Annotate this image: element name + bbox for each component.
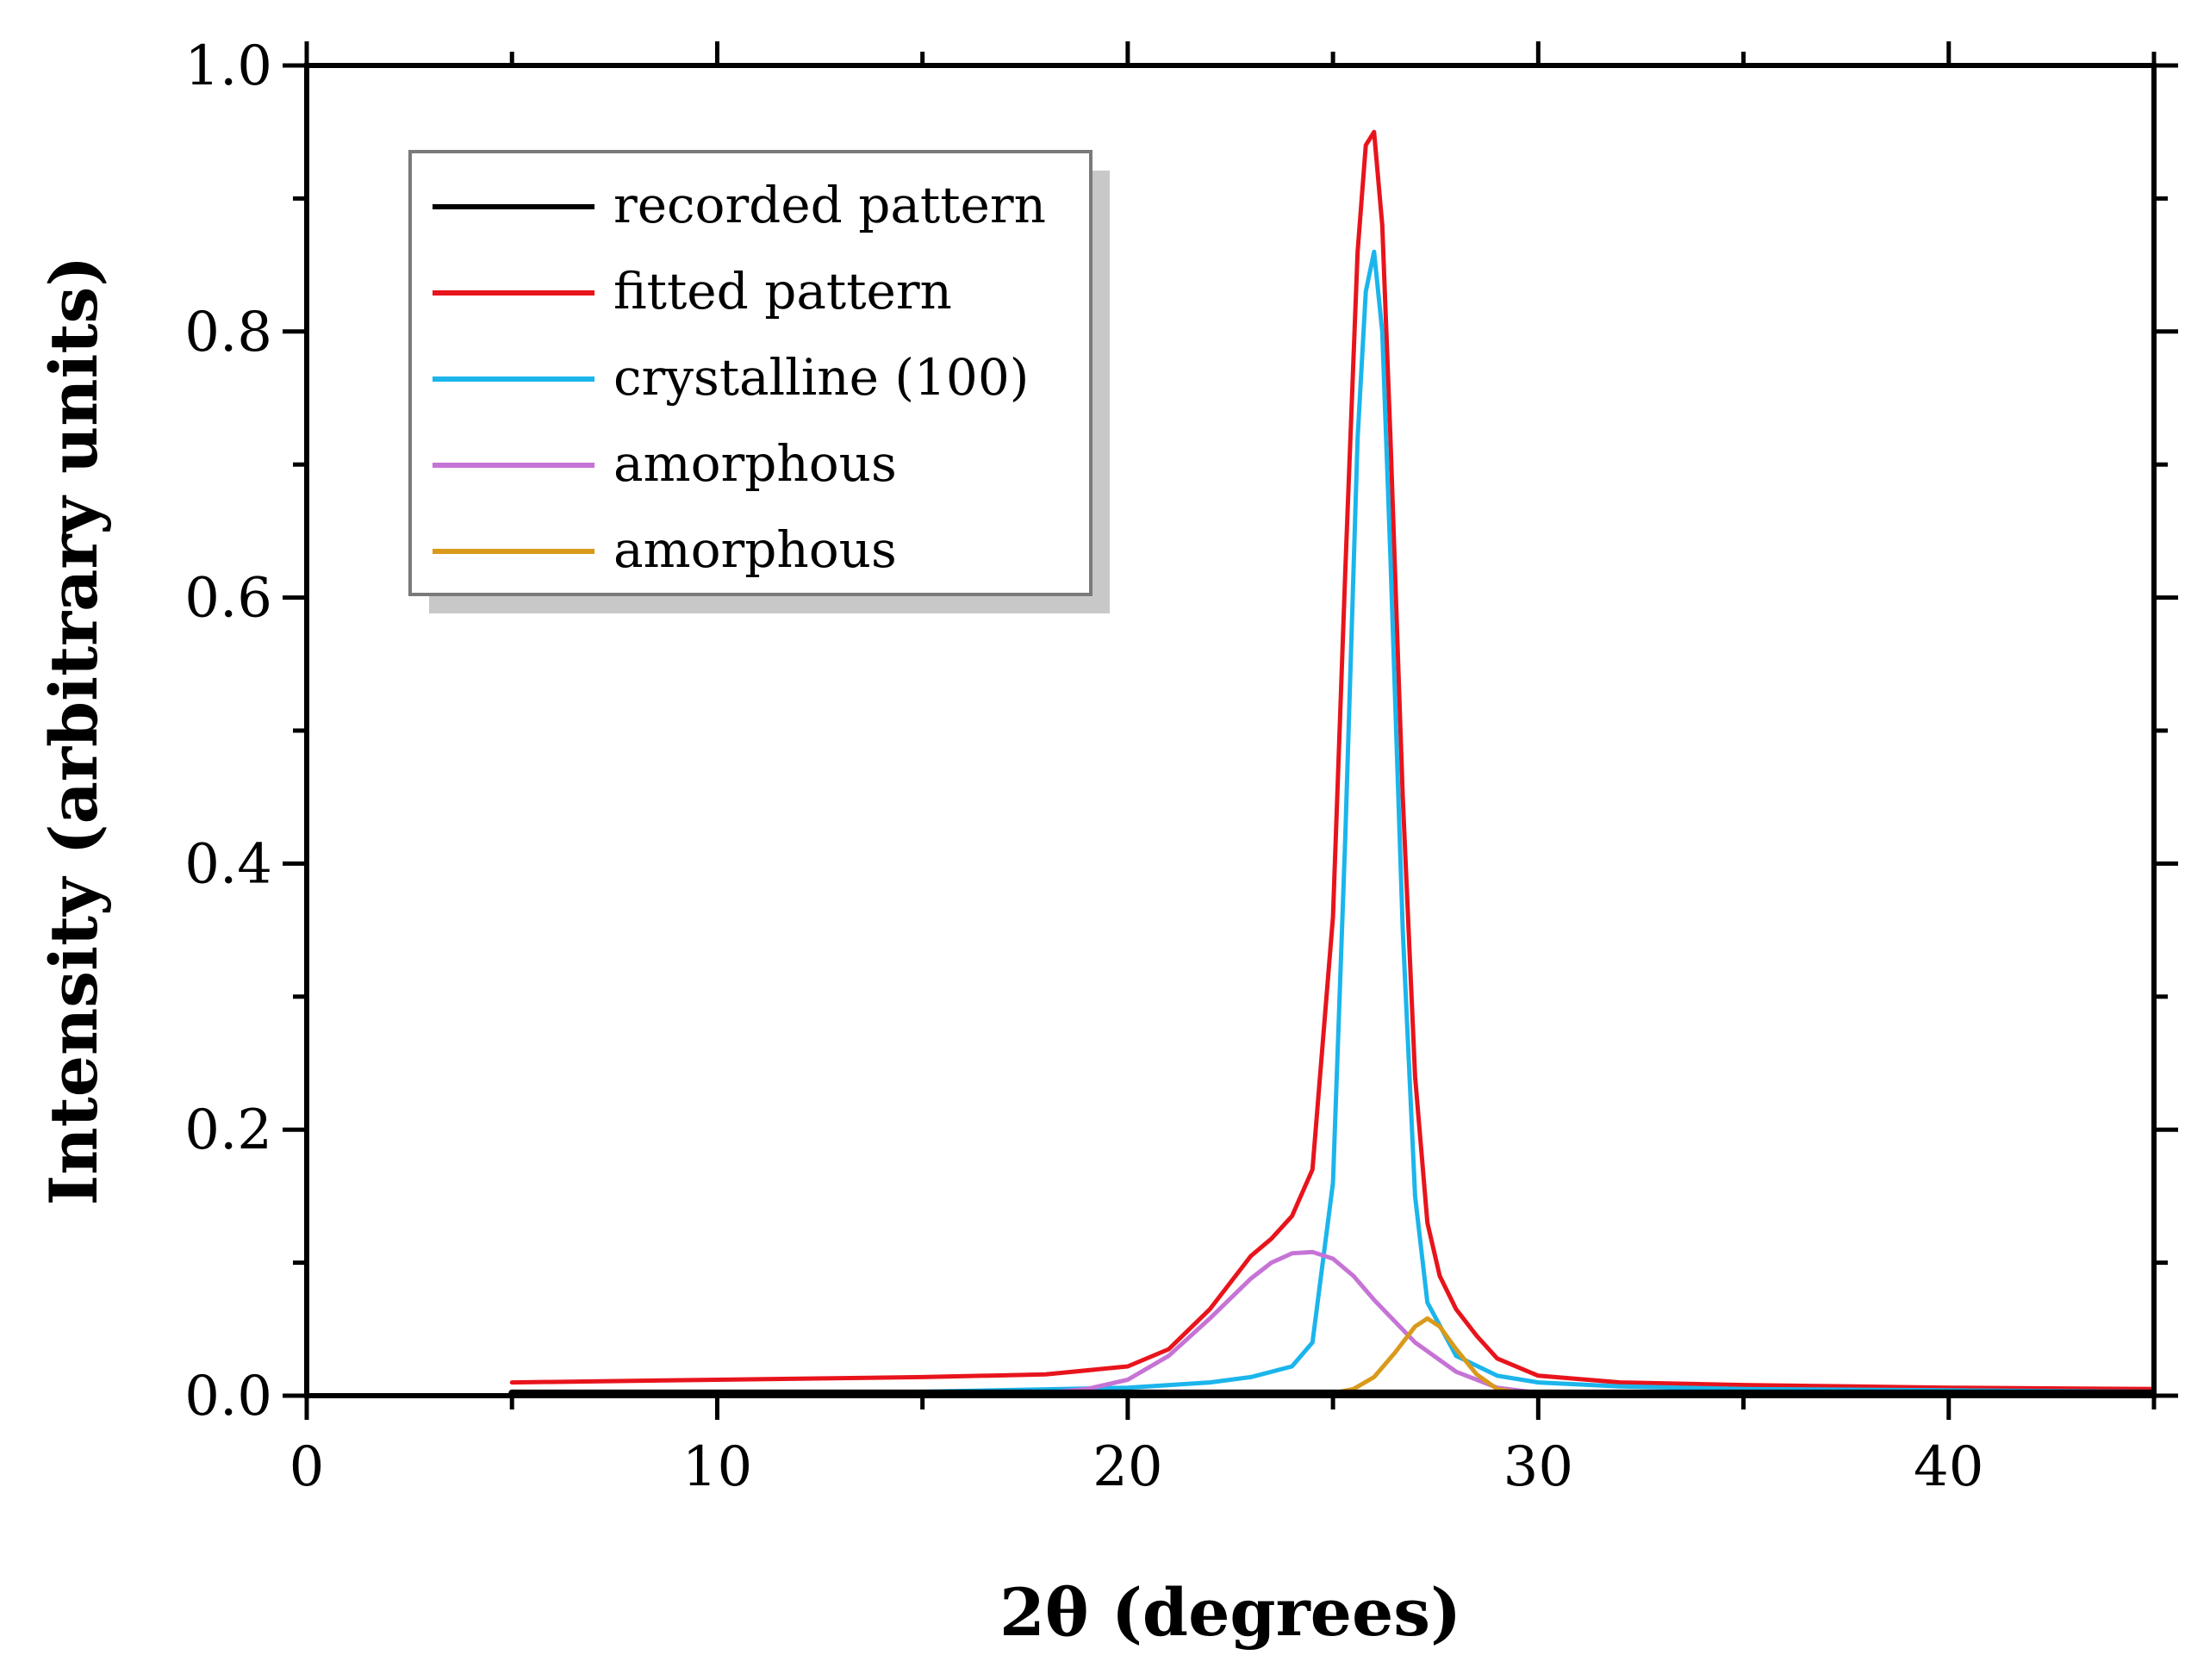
series-line-amorphous-2 [1290,1316,1541,1396]
legend-box [408,150,1092,596]
legend-label: amorphous [613,520,897,579]
y-tick-label: 0.8 [184,301,272,364]
legend-label: fitted pattern [613,262,952,320]
y-tick-label: 1.0 [184,34,272,98]
legend-label: recorded pattern [613,176,1046,234]
x-tick-label: 20 [1092,1435,1162,1499]
legend-label: crystalline (100) [613,348,1029,407]
axis-tick-labels: 0 10 20 30 40 0.0 0.2 0.4 0.6 0.8 1.0 [184,34,1983,1499]
legend-item: amorphous [433,520,897,579]
series-line-fitted-pattern [509,129,2154,1391]
legend-items: recorded pattern fitted pattern crystallin… [433,176,1046,579]
x-tick-label: 0 [289,1435,325,1499]
x-tick-label: 40 [1914,1435,1983,1499]
x-tick-label: 30 [1503,1435,1573,1499]
series-layer [508,129,2154,1396]
y-tick-label: 0.4 [184,832,272,896]
y-tick-label: 0.0 [184,1365,272,1428]
legend-label: amorphous [613,434,897,493]
legend-item: fitted pattern [433,262,952,320]
series-line-crystalline-100 [509,249,2154,1396]
x-tick-label: 10 [682,1435,752,1499]
y-tick-label: 0.6 [184,567,272,631]
y-axis-title: Intensity (arbitrary units) [35,256,112,1205]
y-tick-label: 0.2 [184,1098,272,1162]
legend-item: crystalline (100) [433,348,1029,407]
legend-item: amorphous [433,434,897,493]
legend: recorded pattern fitted pattern crystallin… [408,150,1110,613]
axis-ticks [283,41,2178,1420]
legend-item: recorded pattern [433,176,1046,234]
x-axis-title: 2θ (degrees) [999,1574,1461,1651]
